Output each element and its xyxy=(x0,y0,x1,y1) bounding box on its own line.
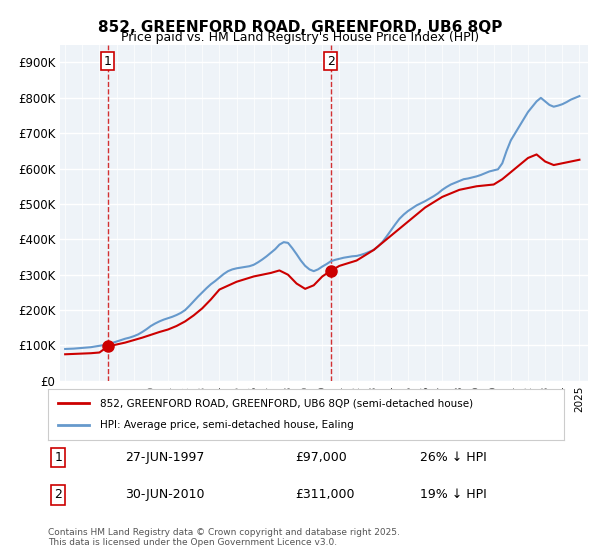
Text: 27-JUN-1997: 27-JUN-1997 xyxy=(125,451,205,464)
Text: 2: 2 xyxy=(55,488,62,501)
Text: 19% ↓ HPI: 19% ↓ HPI xyxy=(419,488,486,501)
Text: 1: 1 xyxy=(104,55,112,68)
Text: 30-JUN-2010: 30-JUN-2010 xyxy=(125,488,205,501)
Text: 852, GREENFORD ROAD, GREENFORD, UB6 8QP: 852, GREENFORD ROAD, GREENFORD, UB6 8QP xyxy=(98,20,502,35)
Text: HPI: Average price, semi-detached house, Ealing: HPI: Average price, semi-detached house,… xyxy=(100,421,353,431)
Text: Price paid vs. HM Land Registry's House Price Index (HPI): Price paid vs. HM Land Registry's House … xyxy=(121,31,479,44)
Text: 2: 2 xyxy=(327,55,335,68)
Text: 1: 1 xyxy=(55,451,62,464)
Text: £311,000: £311,000 xyxy=(296,488,355,501)
Text: 26% ↓ HPI: 26% ↓ HPI xyxy=(419,451,486,464)
Text: 852, GREENFORD ROAD, GREENFORD, UB6 8QP (semi-detached house): 852, GREENFORD ROAD, GREENFORD, UB6 8QP … xyxy=(100,398,473,408)
Text: £97,000: £97,000 xyxy=(296,451,347,464)
Text: Contains HM Land Registry data © Crown copyright and database right 2025.
This d: Contains HM Land Registry data © Crown c… xyxy=(48,528,400,547)
